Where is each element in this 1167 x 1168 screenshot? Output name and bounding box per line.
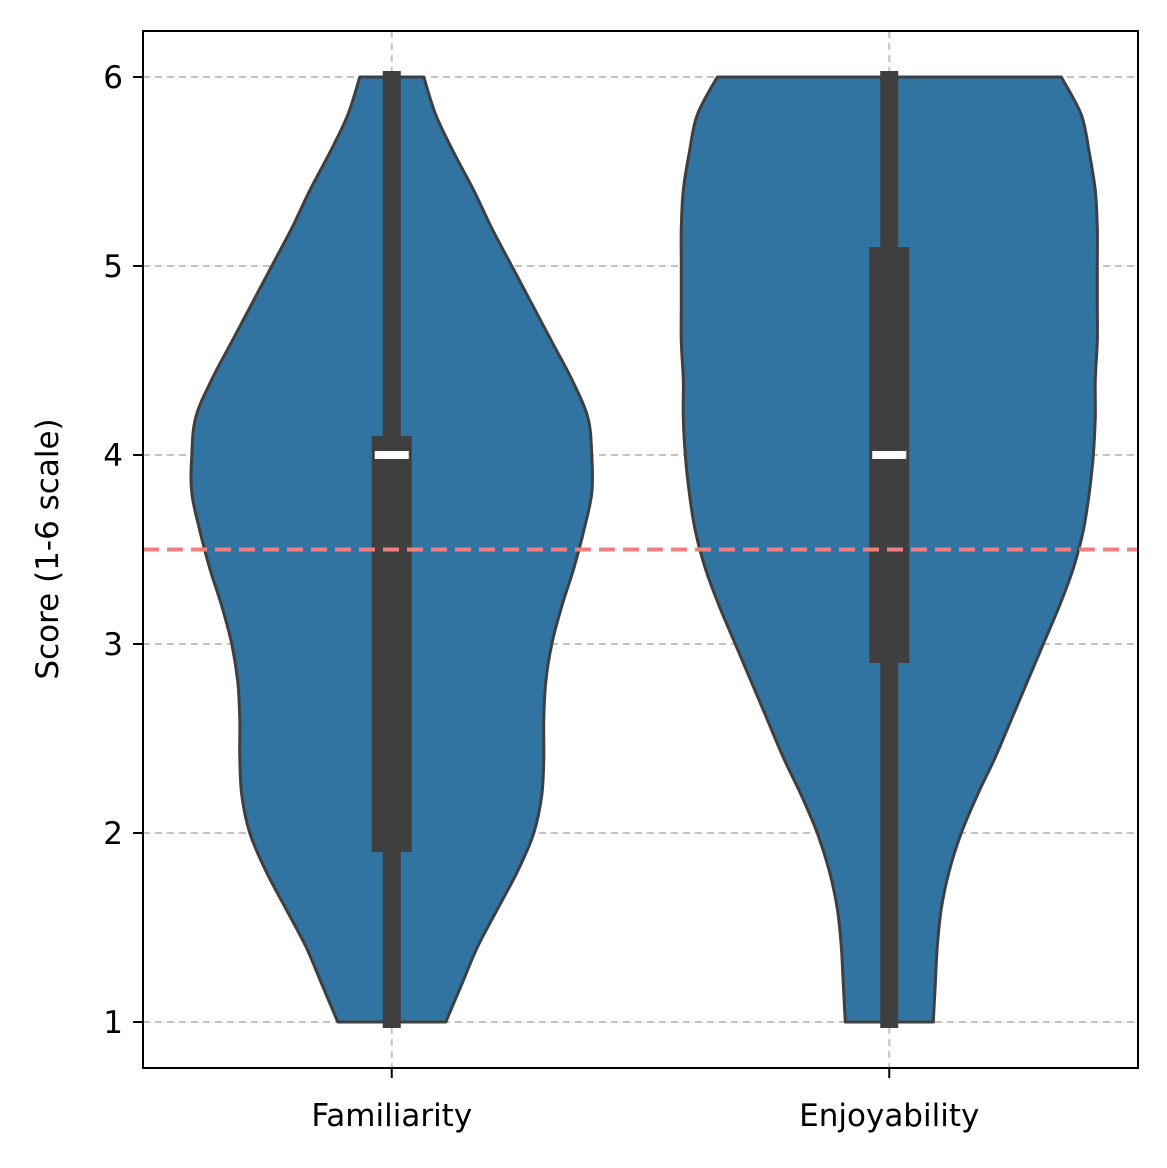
median-marker-familiarity	[374, 451, 409, 459]
y-tick-label-3: 3	[103, 627, 123, 663]
y-axis-label: Score (1-6 scale)	[30, 418, 66, 679]
median-marker-enjoyability	[872, 451, 907, 459]
y-tick-label-4: 4	[103, 438, 123, 474]
x-tick-label-enjoyability: Enjoyability	[799, 1098, 979, 1134]
box-layer	[371, 71, 910, 1028]
x-tick-label-familiarity: Familiarity	[311, 1098, 472, 1134]
tick-layer: 1 2 3 4 5 6 Familiarity Enjoyability	[103, 60, 979, 1134]
y-tick-label-5: 5	[103, 249, 123, 285]
plot-frame	[142, 30, 1139, 1069]
y-tick-label-6: 6	[103, 60, 123, 96]
y-tick-label-2: 2	[103, 816, 123, 852]
y-tick-label-1: 1	[103, 1005, 123, 1041]
iqr-box-familiarity	[371, 436, 412, 852]
